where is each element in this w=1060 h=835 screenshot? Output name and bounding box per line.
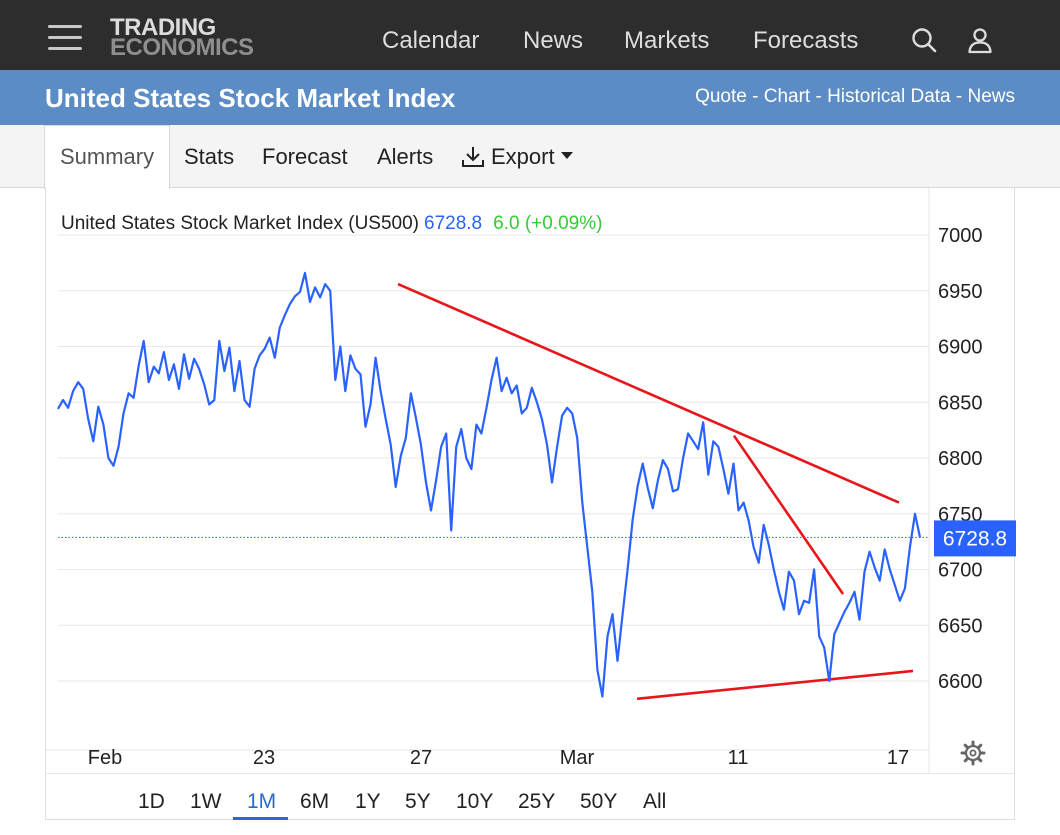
settings-gear-icon[interactable] [960, 740, 986, 766]
y-tick-label: 6600 [938, 671, 983, 693]
tab-alerts[interactable]: Alerts [377, 144, 434, 169]
nav-forecasts-link[interactable]: Forecasts [753, 27, 859, 54]
nav-news-link[interactable]: News [523, 27, 584, 54]
logo-line-2: ECONOMICS [110, 34, 254, 61]
y-tick-label: 6750 [938, 504, 983, 526]
caret-down-icon [561, 152, 573, 159]
trendline [732, 434, 845, 595]
trendlines [397, 282, 914, 701]
chart-grid [58, 234, 929, 682]
range-all[interactable]: All [643, 790, 667, 813]
price-series-line[interactable] [57, 271, 922, 698]
x-axis-labels: Feb 23 27 Mar 11 17 [88, 747, 909, 769]
trading-economics-logo[interactable]: TRADING ECONOMICS [110, 14, 254, 61]
last-price-badge-label: 6728.8 [943, 527, 1007, 550]
page-links[interactable]: Quote - Chart - Historical Data - News [695, 86, 1015, 107]
active-range-indicator [233, 817, 288, 820]
range-1w[interactable]: 1W [190, 790, 222, 813]
y-tick-label: 6800 [938, 448, 983, 470]
range-selector [45, 773, 1015, 820]
search-icon[interactable] [910, 26, 938, 54]
y-tick-label: 6650 [938, 615, 983, 637]
nav-calendar-link[interactable]: Calendar [382, 27, 480, 54]
range-50y[interactable]: 50Y [580, 790, 618, 813]
x-tick-label: Mar [560, 747, 595, 769]
y-tick-label: 6850 [938, 392, 983, 414]
y-tick-label: 6700 [938, 560, 983, 582]
top-navigation-bar [0, 0, 1060, 70]
y-tick-label: 6950 [938, 281, 983, 303]
tab-bar [0, 125, 1060, 188]
x-tick-label: 23 [253, 747, 275, 769]
range-5y[interactable]: 5Y [405, 790, 431, 813]
quote-header: United States Stock Market Index (US500)… [61, 213, 602, 234]
chart-area[interactable]: 6600 6650 6700 6750 6800 6850 6900 6950 7000 Feb… [45, 188, 1016, 773]
last-price-badge [934, 520, 1016, 557]
logo-line-1: TRADING [110, 14, 216, 41]
page-title: United States Stock Market Index [45, 83, 456, 113]
download-icon [462, 147, 484, 167]
quote-change: 6.0 (+0.09%) [493, 213, 602, 234]
nav-markets-link[interactable]: Markets [624, 27, 710, 54]
x-tick-label: Feb [88, 747, 122, 769]
user-icon[interactable] [966, 26, 994, 54]
y-axis-labels: 6600 6650 6700 6750 6800 6850 6900 6950 7000 [938, 225, 983, 693]
title-bar [0, 70, 1060, 125]
y-tick-label: 6900 [938, 337, 983, 359]
price-chart[interactable]: 6600 6650 6700 6750 6800 6850 6900 6950 7000 Feb… [46, 188, 1016, 773]
x-tick-label: 11 [728, 747, 749, 769]
tab-stats[interactable]: Stats [184, 144, 235, 169]
range-25y[interactable]: 25Y [518, 790, 556, 813]
range-1y[interactable]: 1Y [355, 790, 381, 813]
trendline [636, 669, 914, 701]
tab-summary-background [44, 125, 170, 189]
x-tick-label: 17 [887, 747, 909, 769]
tab-summary[interactable]: Summary [60, 144, 155, 169]
range-1m[interactable]: 1M [247, 790, 277, 813]
trendline [397, 282, 900, 504]
menu-icon[interactable] [48, 25, 82, 51]
range-1d[interactable]: 1D [138, 790, 165, 813]
range-10y[interactable]: 10Y [456, 790, 494, 813]
tab-forecast[interactable]: Forecast [262, 144, 348, 169]
range-6m[interactable]: 6M [300, 790, 330, 813]
export-label: Export [491, 144, 555, 169]
quote-price: 6728.8 [424, 213, 482, 234]
x-tick-label: 27 [410, 747, 432, 769]
quote-name: United States Stock Market Index (US500) [61, 213, 419, 234]
y-tick-label: 7000 [938, 225, 983, 247]
